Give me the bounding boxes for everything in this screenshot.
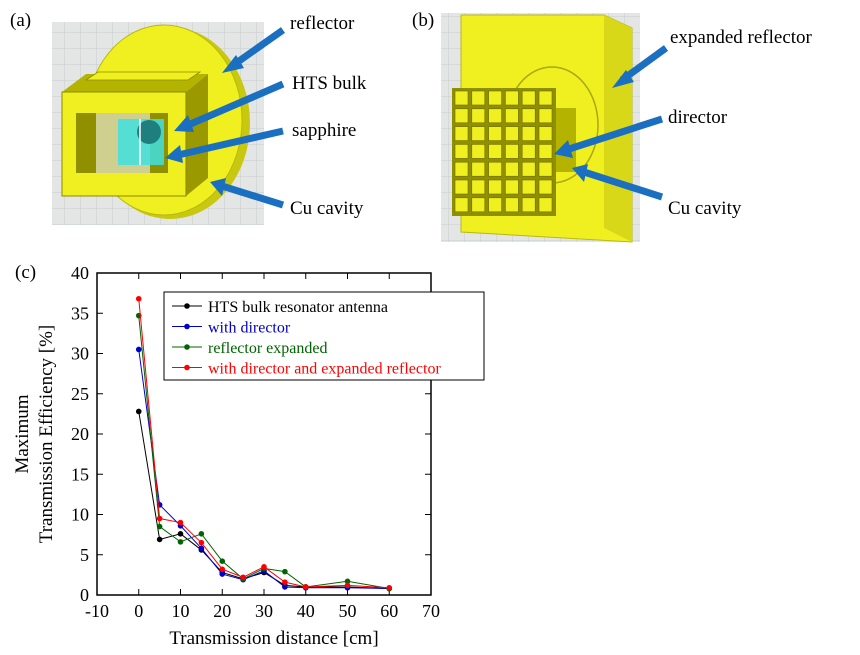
series-0-point — [156, 536, 163, 543]
y-tick-label: 40 — [71, 263, 89, 283]
series-3-point — [240, 574, 246, 581]
y-tick-label: 35 — [71, 303, 89, 323]
series-2-point — [282, 568, 288, 575]
label-hts-bulk: HTS bulk — [292, 73, 367, 94]
legend-box — [163, 291, 485, 381]
series-2-point — [198, 531, 205, 537]
x-tick-label: 50 — [339, 601, 357, 621]
x-tick-label: 40 — [297, 601, 315, 621]
y-tick-label: 20 — [71, 424, 89, 444]
series-2-point — [219, 558, 226, 564]
x-tick-label: 0 — [134, 601, 143, 621]
x-tick-label: 30 — [255, 601, 273, 621]
series-1-point — [219, 571, 226, 577]
series-3-point — [302, 584, 309, 590]
cavity-side — [186, 74, 208, 196]
legend-marker-0 — [184, 303, 190, 309]
legend-marker-1 — [184, 323, 190, 330]
director-grid — [452, 88, 556, 216]
y-axis-label: Transmission Efficiency [%] — [36, 325, 57, 543]
y-tick-label: 25 — [71, 384, 89, 404]
x-tick-label: -10 — [85, 601, 109, 621]
y-tick-label: 30 — [71, 344, 89, 364]
x-tick-label: 70 — [422, 601, 440, 621]
legend-marker-3 — [184, 364, 190, 371]
series-2-point — [177, 539, 184, 545]
label-cu-cavity-b: Cu cavity — [668, 198, 742, 219]
series-3-point — [135, 295, 142, 302]
panel-a-arrows — [165, 27, 286, 209]
series-3-point — [219, 566, 226, 573]
series-2-point — [344, 578, 351, 585]
label-director: director — [668, 107, 728, 128]
legend-label-0: HTS bulk resonator antenna — [208, 299, 388, 316]
y-tick-label: 10 — [71, 505, 89, 525]
series-2-point — [156, 523, 163, 530]
panel-b-arrows — [554, 45, 669, 201]
x-tick-label: 10 — [172, 601, 190, 621]
x-tick-label: 60 — [380, 601, 398, 621]
y-tick-label: 15 — [71, 464, 89, 484]
legend-marker-2 — [184, 344, 190, 350]
panel-a-letter: (a) — [10, 10, 32, 31]
label-sapphire: sapphire — [292, 120, 357, 141]
series-3-point — [177, 519, 184, 526]
y-tick-label: 0 — [80, 585, 89, 605]
series-line-0 — [138, 411, 390, 590]
series-3-point — [156, 515, 163, 522]
series-0-point — [177, 531, 184, 537]
label-cu-cavity-a: Cu cavity — [290, 198, 364, 219]
series-1-point — [135, 346, 142, 353]
panel-c-letter: (c) — [15, 262, 37, 283]
label-reflector: reflector — [290, 13, 355, 34]
series-3-point — [282, 579, 288, 585]
legend-label-3: with director and expanded reflector — [208, 361, 441, 378]
label-expanded-reflector: expanded reflector — [670, 27, 812, 48]
y-tick-label: 5 — [80, 545, 89, 565]
series-1-point — [198, 545, 205, 552]
series-line-1 — [138, 349, 390, 590]
series-3-point — [344, 582, 351, 589]
x-axis-label: Transmission distance [cm] — [169, 628, 378, 649]
panel-b-letter: (b) — [412, 10, 435, 31]
y-axis-label: Maximum — [12, 394, 33, 473]
legend-label-2: reflector expanded — [208, 340, 327, 357]
series-3-point — [386, 584, 393, 591]
series-3-point — [198, 539, 205, 546]
hts-bulk-disc — [137, 120, 161, 144]
series-0-point — [135, 408, 142, 415]
series-3-point — [261, 564, 267, 570]
legend-label-1: with director — [208, 320, 291, 337]
x-tick-label: 20 — [213, 601, 231, 621]
series-1-point — [282, 584, 288, 590]
